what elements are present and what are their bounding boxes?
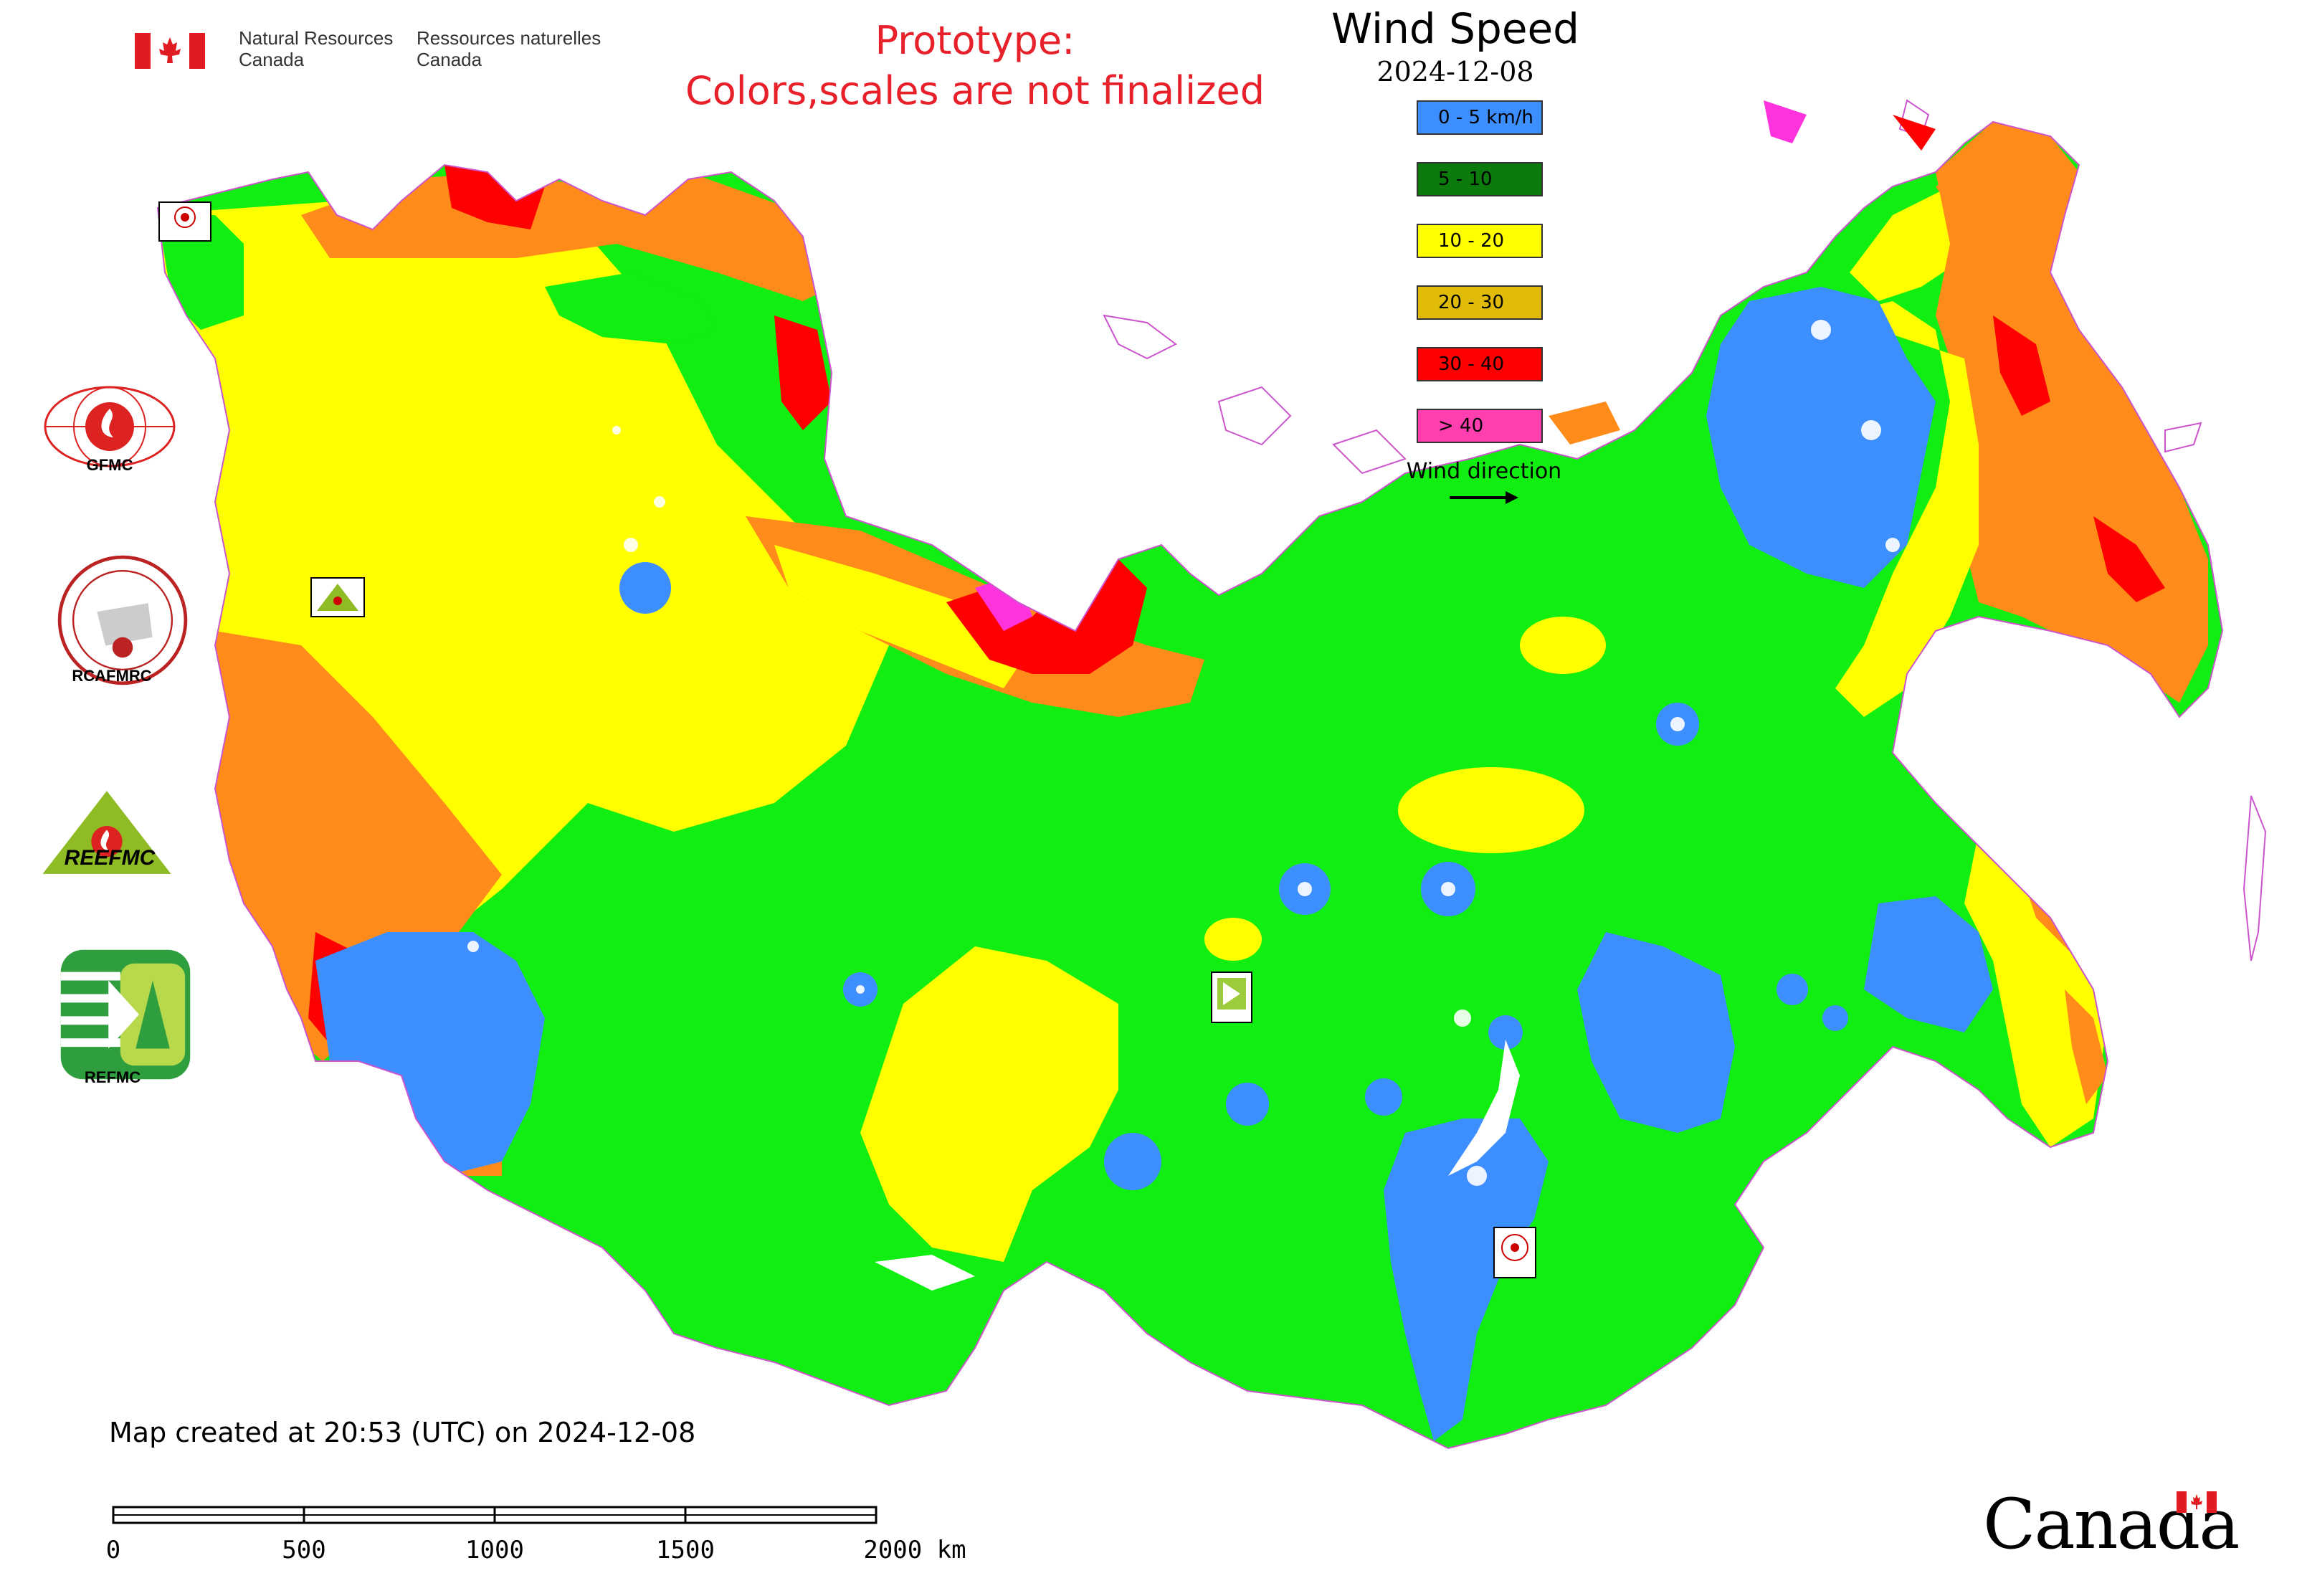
map-marker-refmc [1211,972,1252,1023]
scale-label: 2000 km [863,1536,966,1564]
legend-label: 5 - 10 [1438,168,1493,190]
nrcan-en-line2: Canada [239,49,305,70]
map-marker-reefmc [310,577,365,617]
map-created-timestamp: Map created at 20:53 (UTC) on 2024-12-08 [109,1417,696,1448]
legend-item-1: 5 - 10 [1417,162,1543,196]
rcafmrc-logo-icon [57,555,188,685]
legend-label: 30 - 40 [1438,353,1505,375]
legend-item-0: 0 - 5 km/h [1417,100,1543,135]
legend-item-3: 20 - 30 [1417,285,1543,320]
legend-item-2: 10 - 20 [1417,224,1543,258]
org-label-gfmc: GFMC [86,456,133,474]
nrcan-en-line1: Natural Resources [239,27,394,49]
legend-label: 20 - 30 [1438,292,1505,313]
canada-flag-icon [135,33,205,69]
scale-label: 1500 [656,1536,715,1564]
gfmc-logo-icon [44,386,176,467]
scale-bar-graphic [112,1506,877,1524]
map-marker-gfmc [158,201,211,242]
refmc-logo-icon [60,949,191,1080]
scale-label: 500 [282,1536,326,1564]
reefmc-logo-icon [42,791,171,874]
scale-label: 0 [105,1536,121,1564]
legend-label: > 40 [1438,415,1484,437]
legend-title: Wind Speed [1331,4,1580,53]
org-label-rcafmrc: RCAFMRC [72,667,152,685]
legend-date: 2024-12-08 [1376,56,1534,87]
legend-label: 10 - 20 [1438,230,1505,252]
prototype-line2: Colors,scales are not finalized [685,68,1265,113]
nrcan-fr-line1: Ressources naturelles [417,27,601,49]
prototype-line1: Prototype: [875,18,1075,63]
legend-item-5: > 40 [1417,409,1543,443]
canada-wordmark-flag-icon [2177,1491,2217,1513]
wind-direction-label: Wind direction [1406,459,1562,484]
org-label-reefmc: REEFMC [64,846,156,870]
legend-item-4: 30 - 40 [1417,347,1543,381]
prototype-notice: Prototype: Colors,scales are not finaliz… [645,16,1305,116]
scale-label: 1000 [465,1536,524,1564]
nrcan-fr-line2: Canada [417,49,482,70]
scale-bar: 0 500 1000 1500 2000 km [105,1498,968,1577]
wind-direction-arrow-icon [1450,491,1518,504]
map-marker-rcafmrc [1493,1227,1536,1278]
org-label-refmc: REFMC [84,1068,141,1086]
legend-label: 0 - 5 km/h [1438,107,1533,128]
